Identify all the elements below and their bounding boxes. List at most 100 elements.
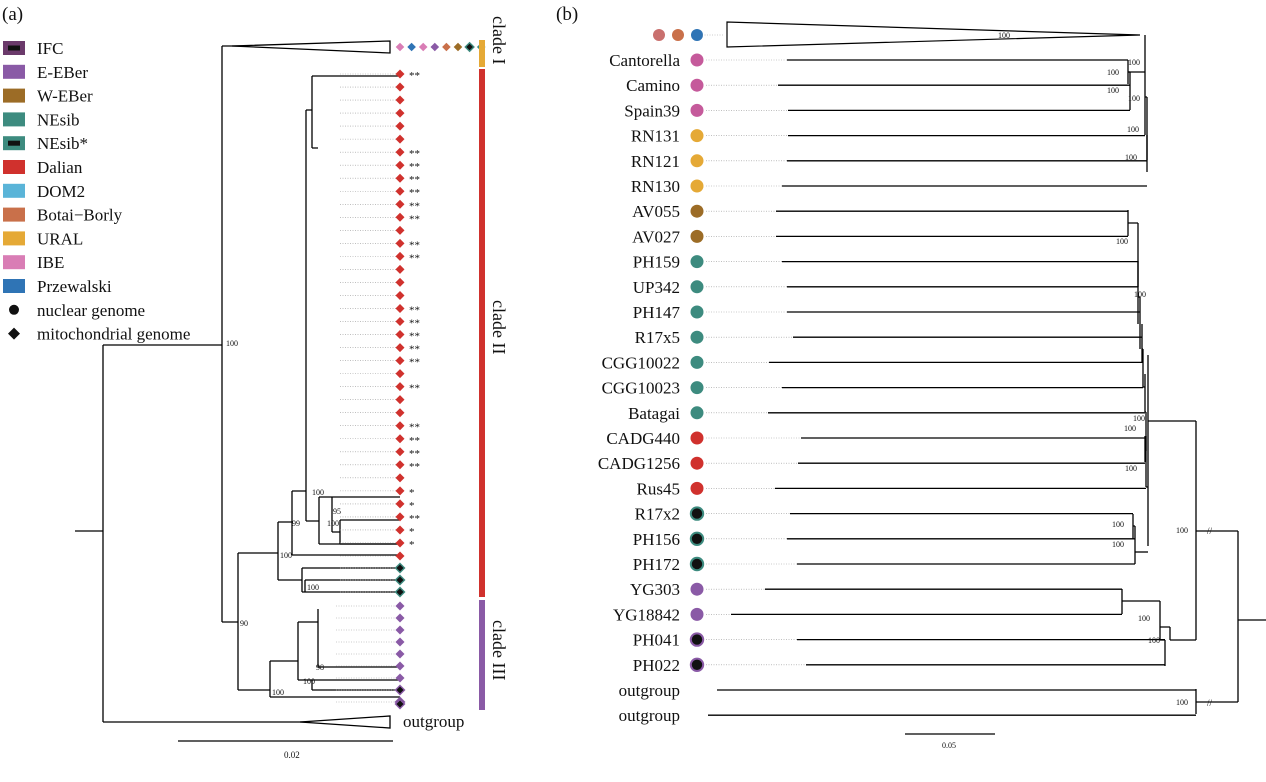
legend-label: NEsib* xyxy=(37,134,88,153)
taxon-label: R17x5 xyxy=(635,328,680,347)
diamond-marker-icon xyxy=(395,69,405,79)
support-label: 100 xyxy=(1176,698,1188,707)
support-label: 100 xyxy=(1138,614,1150,623)
support-label: 98 xyxy=(316,663,324,672)
diamond-marker-icon xyxy=(395,42,405,52)
taxon-row: PH147 xyxy=(633,303,787,322)
legend-item: IFC xyxy=(3,39,63,58)
diamond-marker-icon xyxy=(395,95,405,105)
circle-marker-icon xyxy=(690,607,704,621)
support-label: 100 xyxy=(1128,94,1140,103)
circle-marker-icon xyxy=(690,330,704,344)
diamond-marker-icon xyxy=(395,637,405,647)
diamond-marker-icon xyxy=(395,473,405,483)
significance-mark: ** xyxy=(409,70,420,82)
taxon-row: CGG10023 xyxy=(602,379,782,398)
significance-mark: ** xyxy=(409,435,420,447)
taxon-row: UP342 xyxy=(633,278,787,297)
panel-b-label: (b) xyxy=(556,4,578,25)
diamond-marker-icon xyxy=(395,625,405,635)
significance-mark: ** xyxy=(409,422,420,434)
taxon-row: outgroup xyxy=(619,681,680,700)
taxon-row: PH159 xyxy=(633,253,782,272)
panel-b: (b) 100 Cantorella Camino Spain39 RN131 RN12… xyxy=(556,4,1266,750)
legend-swatch xyxy=(3,112,25,127)
circle-marker-icon xyxy=(689,556,705,572)
significance-mark: ** xyxy=(409,344,420,356)
diamond-marker-icon xyxy=(395,601,405,611)
legend-swatch xyxy=(3,183,25,198)
taxon-label: YG18842 xyxy=(613,605,680,624)
taxon-row: AV027 xyxy=(632,227,776,246)
diamond-marker-icon xyxy=(395,551,405,561)
diamond-marker-icon xyxy=(395,369,405,379)
diamond-marker-icon xyxy=(395,382,405,392)
legend-label: Przewalski xyxy=(37,277,112,296)
significance-mark: ** xyxy=(409,239,420,251)
support-label: 100 xyxy=(1125,464,1137,473)
taxon-row: CADG440 xyxy=(606,429,801,448)
legend-item: nuclear genome xyxy=(9,301,145,320)
legend-item: mitochondrial genome xyxy=(8,325,190,344)
taxon-row: PH041 xyxy=(633,631,797,650)
legend-item: Botai−Borly xyxy=(3,206,123,225)
significance-mark: ** xyxy=(409,148,420,160)
clade-bars: clade I clade II clade III xyxy=(479,16,509,710)
tree-a-support: 100 90 100 99 100 95 100 100 98 100 100 xyxy=(226,339,341,697)
circle-marker-icon xyxy=(690,406,704,420)
diamond-marker-icon xyxy=(395,238,405,248)
collapsed-clade-triangle xyxy=(726,21,1141,48)
taxon-row: Rus45 xyxy=(637,479,775,498)
diamond-marker-icon xyxy=(8,327,20,340)
diamond-marker-icon xyxy=(394,698,406,710)
legend-label: Dalian xyxy=(37,158,83,177)
taxon-label: CGG10023 xyxy=(602,379,680,398)
diamond-marker-icon xyxy=(395,186,405,196)
support-label: 100 xyxy=(303,677,315,686)
significance-mark: * xyxy=(409,526,415,538)
circle-marker-icon xyxy=(653,29,665,41)
diamond-marker-icon xyxy=(395,408,405,418)
support-label: 100 xyxy=(1112,540,1124,549)
taxon-row: PH022 xyxy=(633,656,806,675)
taxon-row: Cantorella xyxy=(609,51,787,70)
significance-mark: ** xyxy=(409,187,420,199)
clade-iii-bar xyxy=(479,600,485,710)
support-label: 100 xyxy=(1176,526,1188,535)
scale-label: 0.05 xyxy=(942,741,956,750)
clade-ii-label: clade II xyxy=(489,300,509,354)
taxon-label: Rus45 xyxy=(637,479,680,498)
support-label: 100 xyxy=(272,688,284,697)
taxon-label: PH041 xyxy=(633,631,680,650)
diamond-marker-icon xyxy=(430,42,440,52)
diamond-marker-icon xyxy=(395,499,405,509)
taxon-row: PH156 xyxy=(633,530,787,549)
significance-mark: ** xyxy=(409,513,420,525)
diamond-marker-icon xyxy=(395,538,405,548)
circle-marker-icon xyxy=(690,78,704,92)
significance-mark: ** xyxy=(409,200,420,212)
support-label: 100 xyxy=(1133,414,1145,423)
circle-marker-icon xyxy=(689,506,705,521)
diamond-marker-icon xyxy=(395,290,405,300)
taxon-row: R17x5 xyxy=(635,328,793,347)
panel-a: (a) IFC E-EBer W-EBer NEsib NEsib* Dalian DOM2… xyxy=(2,4,509,760)
significance-mark: ** xyxy=(409,161,420,173)
legend-item: Dalian xyxy=(3,158,83,177)
legend-swatch-inner xyxy=(8,45,20,51)
tree-b-backbone xyxy=(1121,35,1266,714)
clade-i-bar xyxy=(479,40,485,67)
diamond-marker-icon xyxy=(395,121,405,131)
diamond-marker-icon xyxy=(394,562,406,574)
significance-mark: ** xyxy=(409,461,420,473)
diamond-marker-icon xyxy=(395,160,405,170)
clade-ii-bar xyxy=(479,69,485,597)
legend-item: NEsib xyxy=(3,110,80,129)
tree-b-tips: Cantorella Camino Spain39 RN131 RN121 RN130 AV… xyxy=(598,51,1196,725)
legend-label: E-EBer xyxy=(37,63,88,82)
diamond-marker-icon xyxy=(395,434,405,444)
diamond-marker-icon xyxy=(395,147,405,157)
diamond-marker-icon xyxy=(394,684,406,696)
legend-swatch xyxy=(3,279,25,293)
circle-marker-icon xyxy=(690,355,704,369)
